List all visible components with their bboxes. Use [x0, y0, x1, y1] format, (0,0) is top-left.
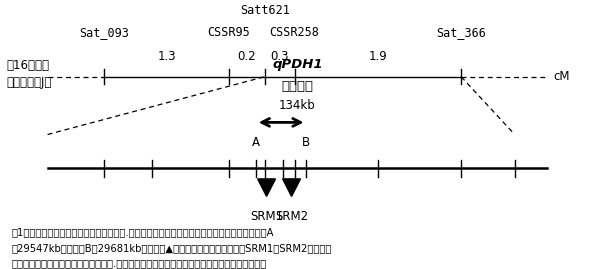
Text: 0.3: 0.3 [270, 50, 289, 63]
Text: cM: cM [553, 70, 570, 83]
Polygon shape [258, 179, 275, 196]
Text: A: A [252, 136, 260, 149]
Text: 座乗領域: 座乗領域 [281, 80, 314, 93]
Text: CSSR258: CSSR258 [270, 26, 320, 39]
Text: 1.9: 1.9 [368, 50, 387, 63]
Text: （旧連鎖群J）: （旧連鎖群J） [6, 76, 51, 89]
Text: B: B [302, 136, 311, 149]
Text: 134kb: 134kb [279, 99, 316, 112]
Text: SRM2: SRM2 [275, 210, 308, 223]
Text: 第16染色体: 第16染色体 [6, 59, 49, 72]
Text: 0.2: 0.2 [237, 50, 256, 63]
Polygon shape [283, 179, 300, 196]
Text: qPDH1: qPDH1 [272, 58, 323, 71]
Text: Sat_366: Sat_366 [436, 26, 486, 39]
Text: 使用した挿入／欠失配列の位置を示す.　遠伝距離はマッピング集団の解析から、物理距離は公: 使用した挿入／欠失配列の位置を示す. 遠伝距離はマッピング集団の解析から、物理距… [12, 259, 267, 268]
Text: Satt621: Satt621 [240, 4, 290, 17]
Text: Sat_093: Sat_093 [79, 26, 129, 39]
Text: 1.3: 1.3 [157, 50, 176, 63]
Text: は29547kbの位置、Bは29681kbの位置、▲は、難裂莢性判別マーカーSRM1とSRM2の設計に: は29547kbの位置、Bは29681kbの位置、▲は、難裂莢性判別マーカーSR… [12, 243, 332, 253]
Text: 図1　ダイズの難裂莢性遗伝子の座乗領域.　図中の縦線は、解析に使用したマーカーの位置、A: 図1 ダイズの難裂莢性遗伝子の座乗領域. 図中の縦線は、解析に使用したマーカーの… [12, 227, 274, 237]
Text: SRM1: SRM1 [250, 210, 283, 223]
Text: CSSR95: CSSR95 [208, 26, 250, 39]
